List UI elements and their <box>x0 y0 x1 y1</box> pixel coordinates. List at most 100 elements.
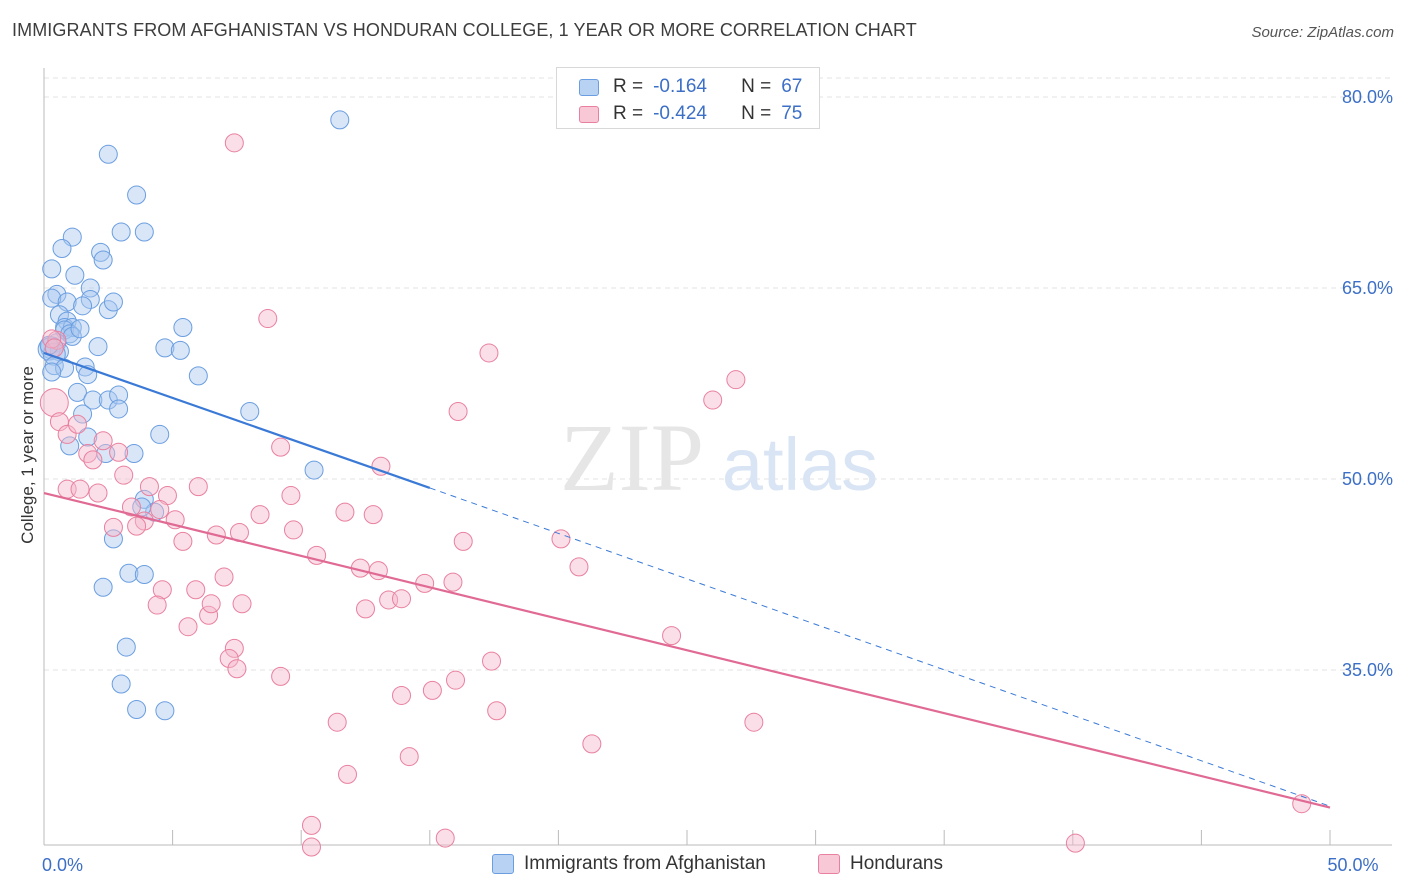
afghanistan-point <box>124 444 144 464</box>
y-tick-label: 50.0% <box>1342 469 1393 489</box>
hondurans-point <box>121 497 141 517</box>
hondurans-point <box>569 557 589 577</box>
hondurans-point <box>371 456 391 476</box>
hondurans-point <box>127 516 147 536</box>
x-tick-label: 50.0% <box>1327 855 1378 875</box>
legend-item-hondurans: Hondurans <box>818 853 943 875</box>
hondurans-point <box>271 666 291 686</box>
hondurans-point <box>199 605 219 625</box>
y-tick-label: 35.0% <box>1342 660 1393 680</box>
y-tick-label: 65.0% <box>1342 278 1393 298</box>
hondurans-point <box>482 651 502 671</box>
afghanistan-trend-extension <box>429 487 1331 807</box>
afghanistan-point <box>116 637 136 657</box>
hondurans-point <box>39 388 69 418</box>
afghanistan-point <box>67 382 87 402</box>
hondurans-point <box>283 520 303 540</box>
afghanistan-point <box>88 337 108 357</box>
series-legend: Immigrants from Afghanistan Hondurans <box>0 850 1406 880</box>
afghanistan-point <box>119 563 139 583</box>
afghanistan-point <box>103 292 123 312</box>
hondurans-point <box>258 309 278 329</box>
hondurans-point <box>186 580 206 600</box>
r-label: R = <box>613 103 644 124</box>
hondurans-point <box>88 483 108 503</box>
hondurans-point <box>139 477 159 497</box>
tick-labels: 80.0% 65.0% 50.0% 35.0% 0.0% 50.0% <box>42 87 1393 875</box>
hondurans-point <box>443 572 463 592</box>
hondurans-point <box>1292 794 1312 814</box>
blue-swatch <box>492 854 514 874</box>
afghanistan-point <box>73 404 93 424</box>
afghanistan-point <box>70 319 90 339</box>
afghanistan-point <box>103 529 123 549</box>
trend-lines <box>43 351 1331 809</box>
hondurans-point <box>551 529 571 549</box>
hondurans-point <box>356 599 375 619</box>
hondurans-point <box>250 505 270 525</box>
afghanistan-point <box>65 265 85 285</box>
hondurans-point <box>392 589 412 609</box>
hondurans-point <box>1065 833 1085 853</box>
afghanistan-point <box>78 427 98 447</box>
afghanistan-point <box>93 250 113 270</box>
hondurans-point <box>301 815 321 835</box>
hondurans-point <box>435 828 455 848</box>
hondurans-point <box>415 573 435 593</box>
hondurans-point <box>214 567 234 587</box>
x-tick-label: 0.0% <box>42 855 83 875</box>
watermark: ZIP atlas <box>560 404 878 511</box>
afghanistan-point <box>42 259 62 279</box>
hondurans-point <box>78 444 98 464</box>
hondurans-point <box>446 670 466 690</box>
hondurans-point <box>301 837 321 857</box>
afghanistan-point <box>93 577 113 597</box>
afghanistan-point <box>60 436 80 456</box>
afghanistan-point <box>155 701 175 721</box>
afghanistan-point <box>155 338 175 358</box>
afghanistan-point <box>109 399 129 419</box>
hondurans-point <box>662 626 682 646</box>
hondurans-point <box>487 701 507 721</box>
hondurans-point <box>224 133 244 153</box>
afghanistan-point <box>52 239 72 259</box>
hondurans-point <box>271 437 291 457</box>
hondurans-point <box>726 370 746 390</box>
afghanistan-point <box>111 674 131 694</box>
hondurans-point <box>399 747 419 767</box>
grid-lines <box>44 77 1392 671</box>
hondurans-point <box>173 531 193 551</box>
axes <box>43 68 1392 846</box>
afghanistan-point <box>83 390 103 410</box>
pink-swatch <box>818 854 840 874</box>
afghanistan-point <box>109 385 129 405</box>
afghanistan-point <box>188 366 208 386</box>
n-value: 67 <box>781 76 803 97</box>
series-hondurans-points <box>39 133 1312 857</box>
hondurans-point <box>744 712 764 732</box>
hondurans-point <box>57 424 77 444</box>
n-value: 75 <box>781 103 803 124</box>
r-value: -0.424 <box>653 103 707 124</box>
hondurans-point <box>114 465 134 485</box>
afghanistan-point <box>111 222 131 242</box>
hondurans-point <box>70 479 90 499</box>
hondurans-point <box>327 712 347 732</box>
hondurans-point <box>363 505 383 525</box>
afghanistan-point <box>330 110 350 130</box>
afghanistan-point <box>49 305 69 325</box>
stats-row-afghanistan: R = -0.164 N = 67 <box>557 73 802 101</box>
afghanistan-point <box>42 288 62 308</box>
hondurans-point <box>67 414 87 434</box>
hondurans-point <box>582 734 602 754</box>
hondurans-trend-line <box>43 491 1331 809</box>
afghanistan-point <box>73 296 93 316</box>
hondurans-point <box>335 502 355 522</box>
hondurans-point <box>103 517 123 537</box>
afghanistan-point <box>80 289 100 309</box>
blue-swatch <box>579 78 599 96</box>
series-afghanistan-points <box>37 110 350 721</box>
n-label: N = <box>741 76 772 97</box>
hondurans-point <box>227 659 247 679</box>
